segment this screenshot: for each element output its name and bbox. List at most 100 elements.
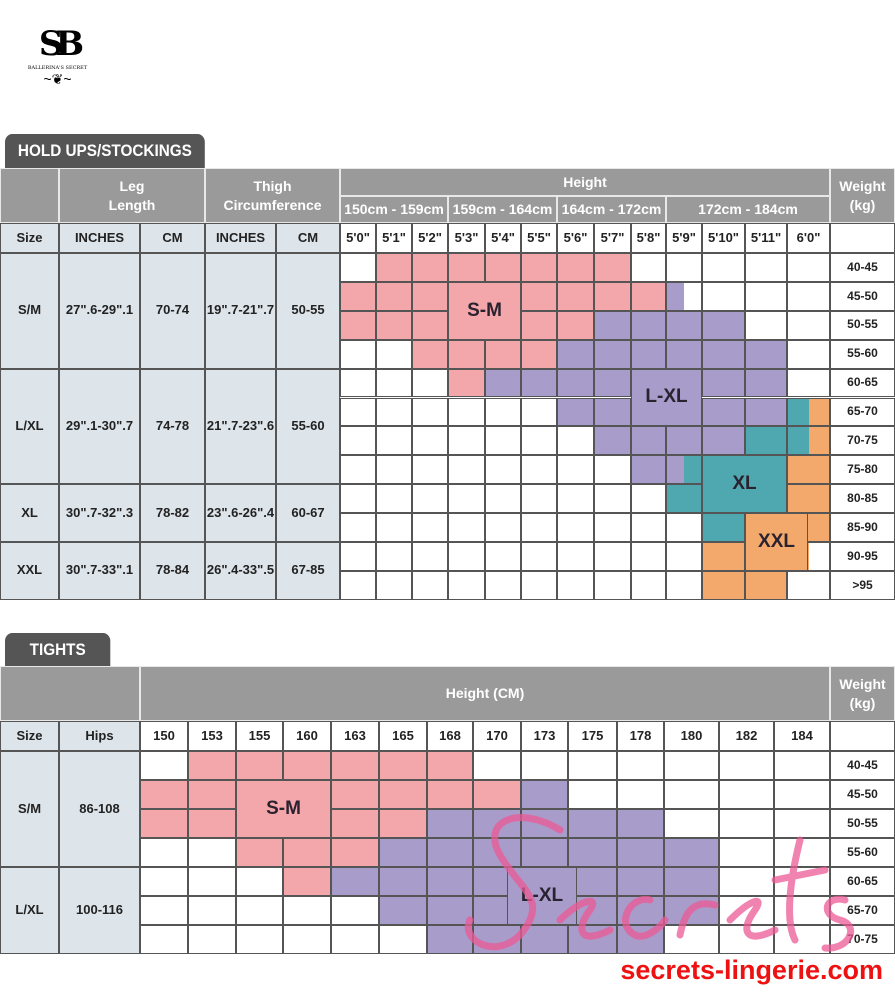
grid-cell [557,253,594,282]
column-header: Hips [59,721,140,751]
weight-label: 45-50 [830,281,895,311]
grid-cell [557,339,594,369]
height-column: 5'7" [594,223,631,253]
tab-holdups: HOLD UPS/STOCKINGS [5,134,205,168]
grid-cell [631,570,666,600]
grid-cell [568,838,617,867]
size-cell-size: XXL [0,542,59,600]
grid-cell [521,281,557,311]
zone-label: L-XL [507,867,577,925]
tab-tights: TIGHTS [5,633,111,666]
grid-cell [557,281,594,311]
grid-cell [774,780,830,809]
grid-cell [719,896,774,925]
grid-cell [485,542,521,571]
zone-label: S-M [236,780,331,838]
grid-cell [236,925,283,954]
grid-cell [485,484,521,514]
grid-cell [594,542,631,571]
grid-cell [594,368,631,398]
grid-cell [340,426,376,456]
weight-label: 50-55 [830,809,895,838]
zone-label: S-M [448,281,521,340]
grid-cell-half [684,282,701,310]
height-column: 170 [473,721,521,751]
grid-cell [340,397,376,427]
grid-cell [427,751,473,780]
grid-cell [719,751,774,780]
grid-cell-half [808,398,829,426]
header-thigh: Thigh Circumference [205,168,340,223]
grid-cell [140,780,188,809]
grid-cell [485,570,521,600]
grid-cell [188,896,236,925]
weight-label: 40-45 [830,751,895,780]
grid-cell [427,867,473,896]
grid-cell [427,896,473,925]
height-column: 182 [719,721,774,751]
header-height: Height (CM) [140,666,830,721]
size-cell-leg_cm: 78-82 [140,484,205,542]
grid-cell [666,484,702,514]
height-column: 173 [521,721,568,751]
size-cell-size: L/XL [0,867,59,954]
grid-cell [568,809,617,838]
grid-cell [376,570,412,600]
grid-cell [666,542,702,571]
column-header: INCHES [59,223,140,253]
grid-cell [340,570,376,600]
weight-label: 80-85 [830,484,895,514]
grid-cell [617,925,664,954]
grid-cell [340,455,376,485]
grid-cell [594,253,631,282]
weight-label: >95 [830,570,895,600]
grid-cell [594,397,631,427]
header-weight: Weight (kg) [830,666,895,721]
grid-cell [331,751,379,780]
height-column: 153 [188,721,236,751]
grid-cell [521,484,557,514]
height-range: 150cm - 159cm [340,196,448,223]
grid-cell [666,570,702,600]
height-column: 180 [664,721,719,751]
website-url[interactable]: secrets-lingerie.com [620,955,883,985]
grid-cell [594,339,631,369]
weight-label: 60-65 [830,368,895,398]
grid-cell [448,397,485,427]
grid-cell [448,484,485,514]
grid-cell [666,253,702,282]
grid-cell [745,281,787,311]
grid-cell [557,513,594,542]
height-column: 5'4" [485,223,521,253]
grid-cell [331,780,379,809]
grid-cell [557,368,594,398]
size-cell-size: XL [0,484,59,542]
size-cell-thigh_cm: 55-60 [276,368,340,485]
grid-cell [340,513,376,542]
grid-cell [379,780,427,809]
column-header: Size [0,721,59,751]
grid-cell [140,925,188,954]
column-header: INCHES [205,223,276,253]
height-column: 5'0" [340,223,376,253]
size-cell-size: L/XL [0,368,59,485]
grid-cell [664,925,719,954]
grid-cell [719,809,774,838]
grid-cell [745,368,787,398]
size-cell-hips: 86-108 [59,751,140,867]
grid-cell [719,925,774,954]
grid-cell [331,867,379,896]
grid-cell [283,925,331,954]
grid-cell [473,809,521,838]
grid-cell [376,426,412,456]
height-column: 175 [568,721,617,751]
grid-cell [140,867,188,896]
grid-cell [188,809,236,838]
size-cell-size: S/M [0,253,59,369]
weight-header-blank [830,223,895,253]
weight-label: 90-95 [830,542,895,571]
height-column: 178 [617,721,664,751]
size-cell-thigh_in: 26".4-33".5 [205,542,276,600]
grid-cell [473,925,521,954]
grid-cell [412,484,448,514]
